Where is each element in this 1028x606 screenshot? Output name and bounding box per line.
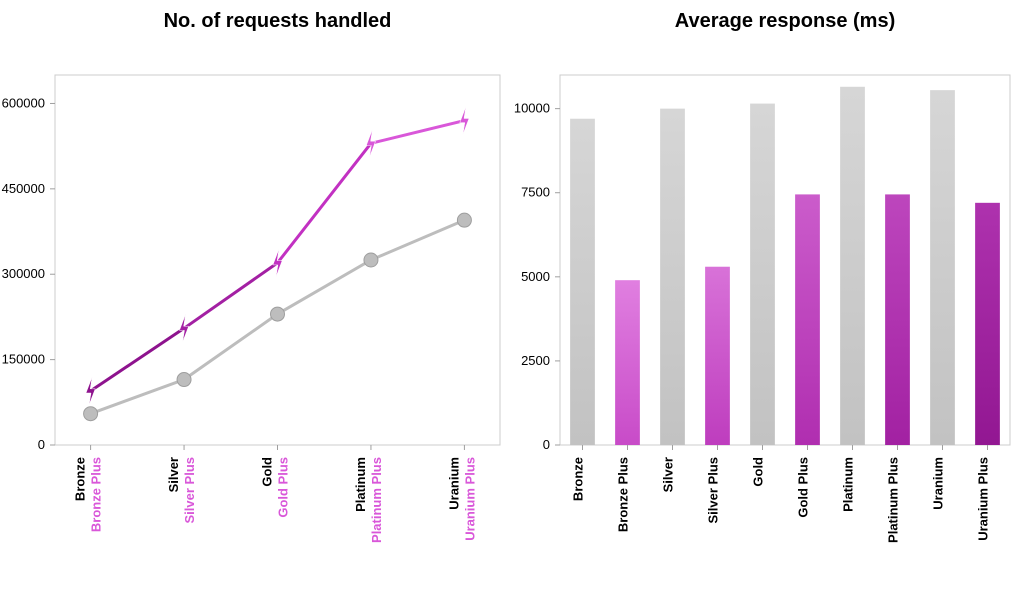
left-chart: 0 150000 300000 450000 600000 BronzeBronze Pl… [2,75,500,543]
bar [840,87,865,445]
charts-svg: 0150000300000450000600000BronzeBronze Pl… [0,0,1028,606]
charts-page: No. of requests handled Average response… [0,0,1028,606]
x-tick-label: Uranium [931,457,946,510]
bar [930,90,955,445]
x-tick-label-plus: Platinum Plus [369,457,384,543]
x-tick-label: Platinum [841,457,856,512]
y-tick-label: 0 [543,437,550,452]
line-point-base [271,307,285,321]
y-tick-label: 600000 [2,95,45,110]
line-point-base [457,213,471,227]
y-tick-label: 10000 [514,101,550,116]
bar [705,267,730,445]
x-tick-label: Gold Plus [796,457,811,518]
x-tick-label-plus: Bronze Plus [89,457,104,532]
bar [615,280,640,445]
x-tick-label: Uranium Plus [976,457,991,541]
x-tick-label: Bronze [571,457,586,501]
bar [795,194,820,445]
x-tick-label-plus: Gold Plus [276,457,291,518]
x-tick-label-base: Bronze [73,457,88,501]
right-chart: 0 2500 5000 7500 10000 Bronze Bronze Plus Silve… [514,75,1010,543]
line-point-base [177,373,191,387]
y-tick-label: 0 [38,437,45,452]
y-tick-label: 300000 [2,266,45,281]
x-tick-label-base: Uranium [446,457,461,510]
y-tick-label: 2500 [521,353,550,368]
y-tick-label: 450000 [2,181,45,196]
y-tick-label: 150000 [2,352,45,367]
bar [750,104,775,445]
y-tick-label: 7500 [521,185,550,200]
x-tick-label: Bronze Plus [616,457,631,532]
left-chart-plot-area [55,75,500,445]
x-tick-label-base: Silver [166,457,181,492]
bar [660,109,685,445]
x-tick-label-plus: Uranium Plus [462,457,477,541]
line-point-base [364,253,378,267]
x-tick-label-base: Gold [260,457,275,487]
x-tick-label: Gold [751,457,766,487]
x-tick-label-plus: Silver Plus [182,457,197,523]
x-tick-label: Silver Plus [706,457,721,523]
bar [570,119,595,445]
x-tick-label: Platinum Plus [886,457,901,543]
x-tick-label: Silver [661,457,676,492]
bar [885,194,910,445]
y-tick-label: 5000 [521,269,550,284]
x-tick-label-base: Platinum [353,457,368,512]
bar [975,203,1000,445]
line-point-base [84,407,98,421]
